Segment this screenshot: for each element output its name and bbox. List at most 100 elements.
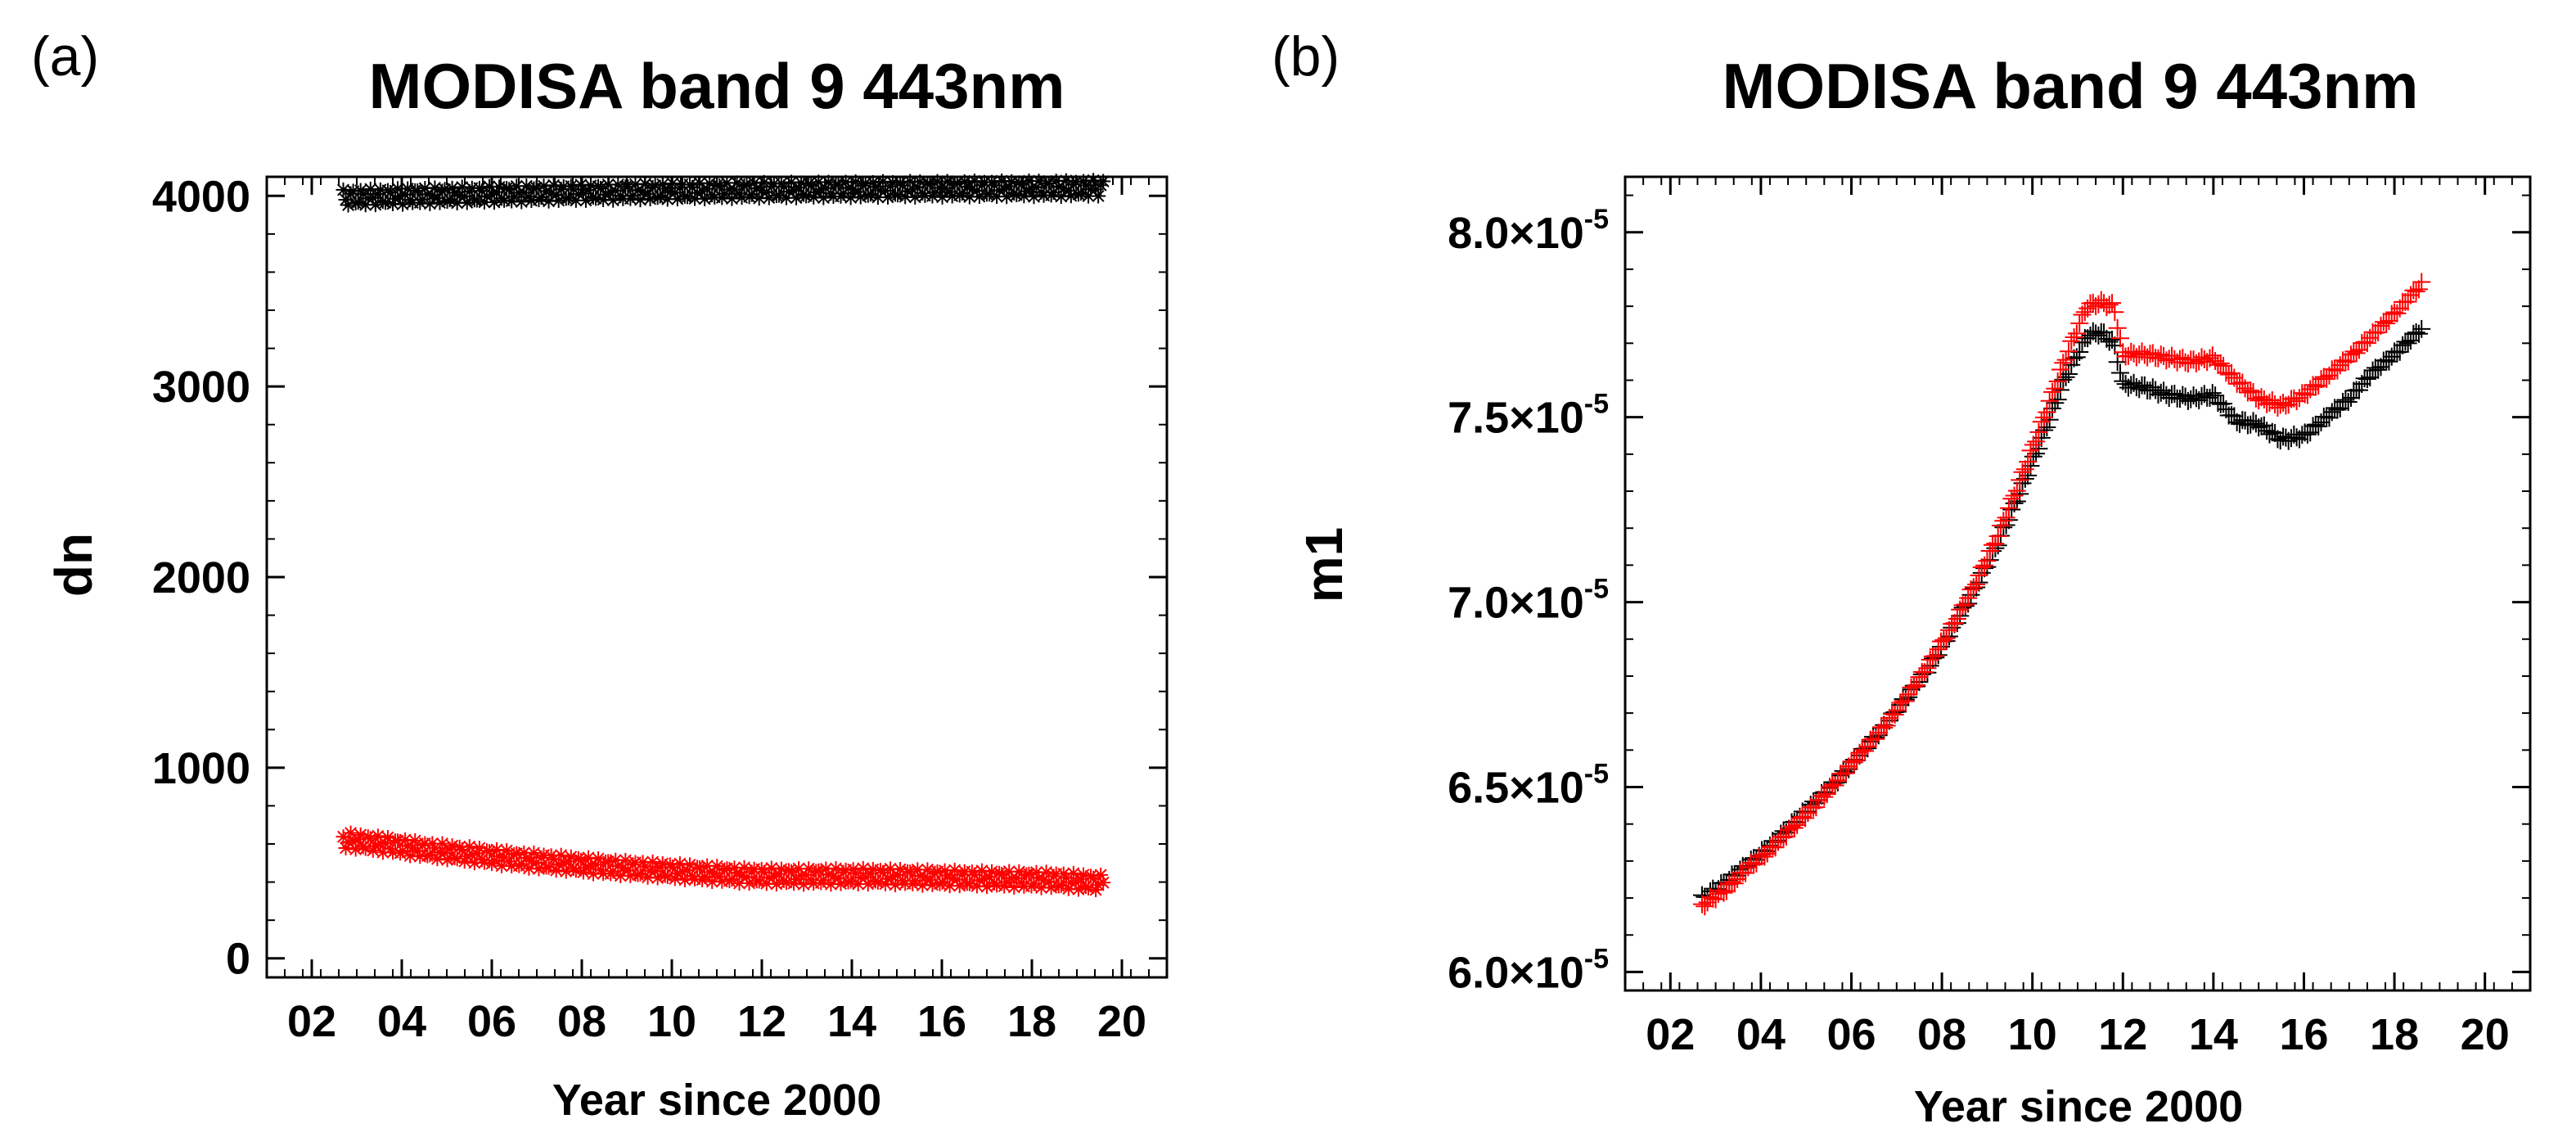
panel-a-point-red xyxy=(915,878,930,893)
panel-a-point-black xyxy=(880,189,895,205)
panel-b-point-red xyxy=(1875,718,1894,737)
panel-b-point-red xyxy=(2331,356,2349,375)
panel-b-point-red xyxy=(1991,516,2010,535)
panel-a-point-black xyxy=(1026,189,1042,205)
panel-b-point-red xyxy=(1904,678,1923,697)
panel-a-x-tick-labels: 02 04 06 08 10 12 14 16 18 20 xyxy=(287,997,1146,1046)
panel-a-ticks xyxy=(266,177,1168,977)
panel-b-point-black xyxy=(2165,385,2184,404)
panel-b-point-red xyxy=(2110,329,2129,348)
panel-b-point-red xyxy=(2344,342,2363,361)
panel-a-point-red xyxy=(796,877,812,892)
panel-a-point-black xyxy=(583,178,598,193)
panel-b-y-tick-label: 7.0×10-5 xyxy=(1448,574,1609,628)
panel-b-point-red xyxy=(2059,342,2078,361)
panel-b-point-red xyxy=(2274,393,2293,412)
panel-a-point-black xyxy=(1091,188,1106,204)
panel-b-point-red xyxy=(2013,462,2032,481)
panel-a-point-red xyxy=(618,852,633,868)
panel-b-point-red xyxy=(2385,303,2404,322)
panel-b-point-black xyxy=(2143,378,2162,397)
panel-a-point-red xyxy=(925,877,940,892)
panel-a-series xyxy=(336,173,1111,898)
panel-b-point-red xyxy=(1823,775,1842,794)
panel-b-point-red xyxy=(1698,893,1717,912)
panel-b-point-red xyxy=(1945,614,1964,633)
panel-b-point-red xyxy=(1934,630,1953,649)
panel-b-point-red xyxy=(2222,363,2241,382)
panel-b-point-red xyxy=(2011,471,2029,490)
panel-a-y-tick-label: 2000 xyxy=(152,553,250,602)
panel-a-point-red xyxy=(1038,864,1054,880)
panel-b-point-black xyxy=(2151,383,2170,402)
panel-a-point-black xyxy=(875,174,890,189)
panel-a-point-black xyxy=(367,197,383,213)
panel-b-point-black xyxy=(2087,324,2105,343)
panel-a-point-red xyxy=(1096,875,1111,891)
panel-b-point-red xyxy=(2347,344,2366,363)
panel-b-point-red xyxy=(2029,422,2048,441)
panel-a-series-red xyxy=(336,825,1111,898)
panel-b-point-black xyxy=(2407,323,2425,342)
panel-b-point-black xyxy=(2409,324,2428,343)
panel-a-point-black xyxy=(454,179,470,195)
panel-a-x-tick-label: 18 xyxy=(1007,997,1056,1046)
panel-a-point-red xyxy=(348,841,363,857)
panel-b-point-red xyxy=(1937,629,1956,647)
panel-b-point-red xyxy=(1959,589,1978,607)
panel-a: (a) MODISA band 9 443nm 0 1000 2000 3000 400… xyxy=(31,25,1169,1125)
panel-b-point-red xyxy=(2027,432,2046,451)
panel-a-x-tick-label: 20 xyxy=(1097,997,1146,1046)
panel-b-point-red xyxy=(2035,408,2054,426)
panel-b-point-black xyxy=(2040,410,2059,429)
panel-b-x-tick-label: 02 xyxy=(1646,1010,1695,1059)
panel-b-point-black xyxy=(2412,319,2431,338)
panel-b-ticks xyxy=(1624,177,2531,990)
panel-a-x-tick-label: 02 xyxy=(287,997,336,1046)
panel-b-point-red xyxy=(2143,344,2162,363)
panel-b-point-black xyxy=(2298,425,2317,444)
panel-a-point-black xyxy=(514,194,529,210)
panel-a-x-tick-label: 10 xyxy=(647,997,696,1046)
panel-b-point-red xyxy=(2412,273,2431,291)
panel-a-point-black xyxy=(336,182,351,197)
panel-b-point-black xyxy=(2358,370,2376,389)
panel-b-point-black xyxy=(2361,368,2380,387)
panel-b-point-red xyxy=(2062,332,2081,350)
panel-a-point-black xyxy=(816,190,831,205)
panel-b-y-tick-label: 6.5×10-5 xyxy=(1448,759,1609,813)
panel-b-point-black xyxy=(2339,392,2358,411)
panel-b-point-black xyxy=(2246,414,2265,433)
panel-b-point-black xyxy=(2396,332,2415,351)
panel-b-point-red xyxy=(2067,324,2086,343)
panel-b-point-red xyxy=(2254,390,2273,408)
panel-a-point-red xyxy=(821,867,836,882)
panel-b-title: MODISA band 9 443nm xyxy=(1723,50,2419,122)
panel-b-point-red xyxy=(1910,668,1929,687)
panel-b-point-red xyxy=(1967,575,1986,593)
panel-a-point-black xyxy=(934,189,950,205)
panel-b-point-red xyxy=(2108,318,2127,337)
panel-b-point-red xyxy=(2040,391,2059,410)
panel-b-point-red xyxy=(1817,785,1836,804)
panel-a-point-black xyxy=(606,192,621,208)
panel-b-point-red xyxy=(1877,716,1896,735)
panel-b-point-red xyxy=(1986,534,2005,553)
panel-b-plot-frame xyxy=(1624,175,2532,992)
panel-b-point-black xyxy=(2398,334,2417,353)
panel-b-x-tick-label: 14 xyxy=(2189,1010,2238,1059)
panel-a-point-black xyxy=(912,174,928,190)
panel-b-point-red xyxy=(1970,566,1988,584)
panel-b-point-red xyxy=(1907,675,1926,694)
panel-a-point-black xyxy=(724,191,740,206)
panel-a-y-tick-label: 3000 xyxy=(152,363,250,412)
panel-b-point-red xyxy=(2032,413,2051,431)
panel-b-x-tick-label: 20 xyxy=(2461,1010,2510,1059)
panel-a-point-red xyxy=(1070,882,1086,897)
panel-a-x-tick-label: 16 xyxy=(917,997,966,1046)
panel-b-point-red xyxy=(2054,354,2073,372)
panel-b-point-red xyxy=(1929,640,1948,659)
panel-a-point-red xyxy=(553,847,569,863)
panel-b-point-red xyxy=(2056,350,2075,369)
